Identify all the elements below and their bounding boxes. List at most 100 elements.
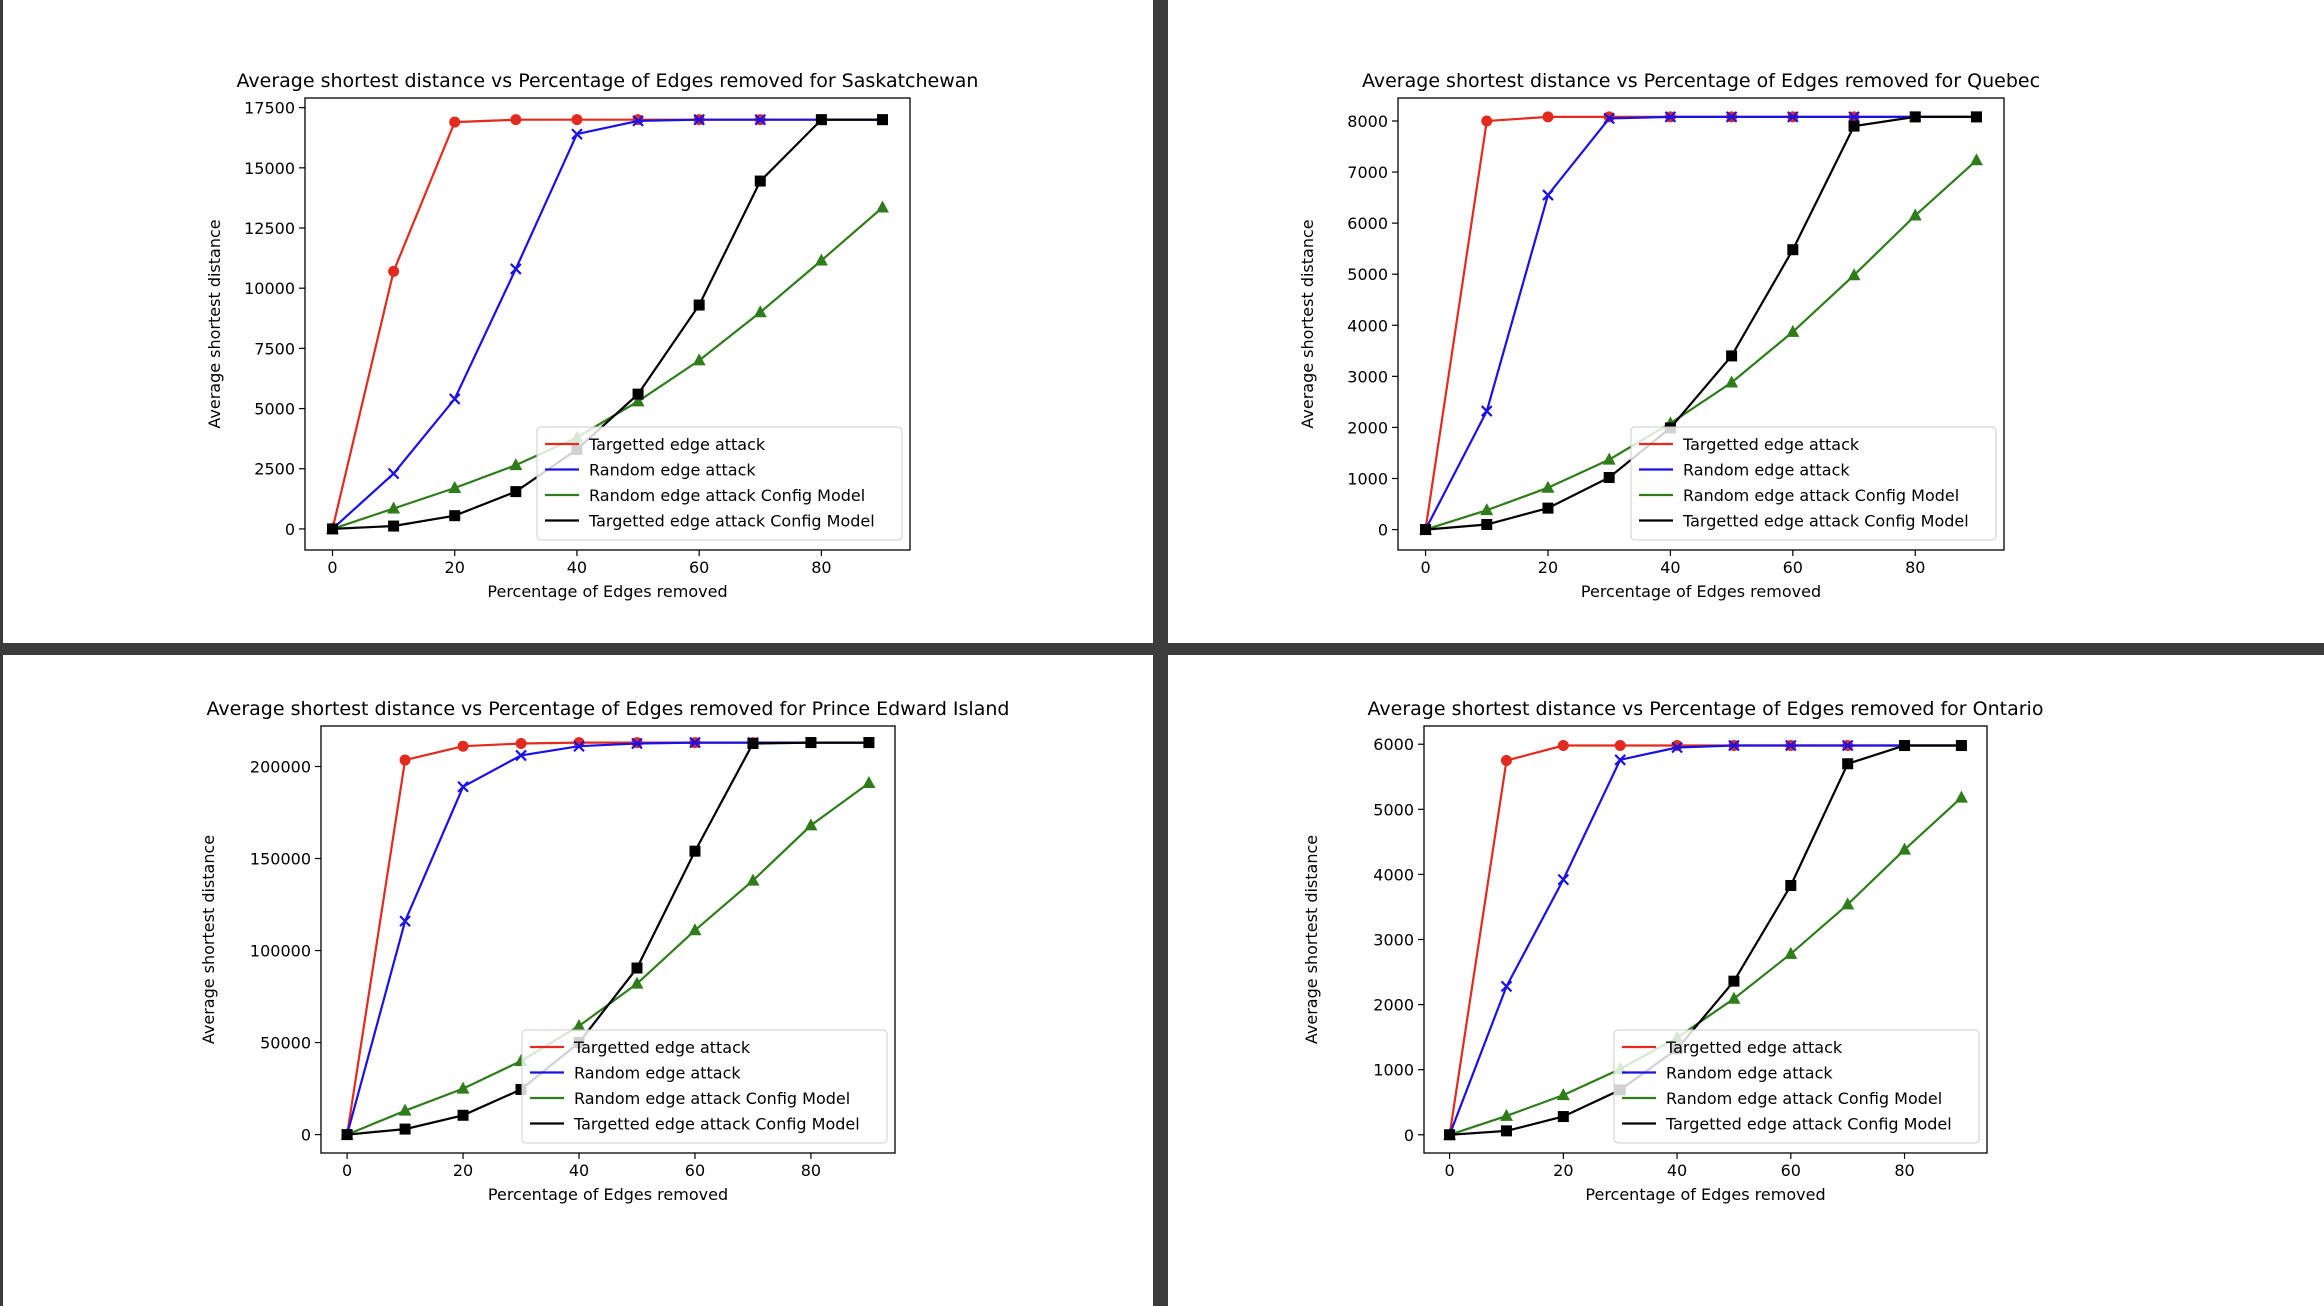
data-point (1664, 111, 1677, 123)
data-point (1785, 879, 1797, 891)
data-point (1969, 153, 1983, 166)
y-tick-label: 6000 (1373, 735, 1414, 754)
chart-title: Average shortest distance vs Percentage … (1368, 698, 2044, 720)
series-2 (1419, 153, 1983, 535)
data-point (689, 736, 701, 749)
x-tick-label: 60 (1783, 558, 1803, 577)
data-point (399, 1123, 411, 1135)
x-tick-label: 0 (342, 1161, 352, 1180)
data-point (1614, 754, 1626, 766)
y-tick-label: 7500 (254, 339, 295, 358)
y-tick-label: 5000 (1347, 265, 1388, 284)
data-point (448, 481, 462, 494)
series-line (1425, 115, 1977, 531)
data-point (1480, 503, 1494, 516)
data-point (1557, 873, 1570, 886)
y-tick-label: 12500 (244, 219, 295, 238)
x-axis-label: Percentage of Edges removed (1585, 1185, 1825, 1204)
legend-label: Random edge attack (589, 461, 756, 480)
data-point (876, 200, 889, 213)
x-tick-label: 80 (1905, 558, 1925, 577)
legend-label: Targetted edge attack (1665, 1038, 1843, 1057)
x-tick-label: 20 (445, 558, 465, 577)
data-point (510, 263, 522, 275)
data-point (753, 305, 767, 318)
data-point (814, 253, 828, 266)
data-point (341, 1129, 353, 1141)
y-tick-label: 0 (1378, 521, 1388, 540)
data-point (1955, 740, 1967, 752)
chart-0: Average shortest distance vs Percentage … (205, 70, 978, 601)
chart-2: Average shortest distance vs Percentage … (199, 698, 1009, 1204)
legend-label: Targetted edge attack Config Model (1665, 1115, 1952, 1134)
y-tick-label: 17500 (244, 99, 295, 118)
plot-frame (1423, 725, 1988, 1154)
series-3 (341, 737, 875, 1141)
x-tick-label: 0 (327, 558, 337, 577)
data-point (1556, 1088, 1570, 1101)
y-axis-label: Average shortest distance (199, 835, 218, 1044)
data-point (1671, 741, 1683, 754)
x-tick-label: 40 (567, 558, 587, 577)
data-point (631, 737, 643, 750)
series-line (1449, 796, 1963, 1136)
chart-title: Average shortest distance vs Percentage … (207, 698, 1010, 720)
y-tick-label: 2500 (254, 460, 295, 479)
legend: Targetted edge attack Random edge attack R… (1613, 1029, 1980, 1144)
data-point (1500, 1125, 1512, 1137)
y-tick-label: 2000 (1347, 418, 1388, 437)
plot-frame (1397, 97, 2005, 551)
data-point (1842, 758, 1854, 770)
data-point (1557, 740, 1569, 752)
y-tick-label: 1000 (1373, 1061, 1414, 1080)
data-point (815, 114, 827, 126)
legend-label: Random edge attack Config Model (1666, 1089, 1942, 1108)
x-axis-label: Percentage of Edges removed (1581, 582, 1821, 601)
data-point (1847, 268, 1861, 281)
y-tick-label: 10000 (244, 279, 295, 298)
y-axis-label: Average shortest distance (205, 219, 224, 428)
data-point (1500, 754, 1512, 766)
data-point (754, 175, 766, 187)
data-point (1784, 946, 1798, 959)
data-point (1898, 842, 1912, 855)
x-tick-label: 0 (1420, 558, 1430, 577)
data-point (1480, 405, 1493, 417)
data-point (1787, 244, 1799, 256)
y-tick-label: 15000 (244, 159, 295, 178)
series-line (332, 118, 883, 530)
data-point (863, 737, 875, 749)
data-point (449, 510, 461, 522)
legend-label: Random edge attack Config Model (1683, 486, 1959, 505)
data-point (1420, 524, 1432, 536)
data-point (457, 740, 469, 752)
data-point (1499, 1108, 1513, 1121)
series-line (346, 741, 869, 1136)
plot-frame (304, 97, 911, 551)
data-point (1786, 324, 1800, 337)
x-tick-label: 80 (801, 1161, 821, 1180)
data-point (1602, 452, 1616, 465)
x-tick-label: 40 (569, 1161, 589, 1180)
series-3 (1420, 111, 1982, 536)
series-line (1425, 159, 1978, 531)
y-axis-label: Average shortest distance (1298, 219, 1317, 428)
data-point (1787, 111, 1799, 123)
data-point (571, 128, 583, 140)
y-tick-label: 3000 (1373, 931, 1414, 950)
x-tick-label: 60 (1781, 1161, 1801, 1180)
data-point (689, 845, 701, 857)
data-point (399, 915, 411, 927)
data-point (1542, 502, 1554, 514)
data-point (631, 962, 643, 974)
data-point (515, 749, 527, 762)
data-point (631, 394, 645, 407)
data-point (1728, 739, 1740, 752)
y-tick-label: 4000 (1347, 316, 1388, 335)
legend-box (1630, 426, 1997, 541)
data-point (456, 1081, 470, 1094)
data-point (457, 1109, 469, 1121)
data-point (573, 740, 585, 753)
legend-label: Targetted edge attack Config Model (1682, 512, 1969, 531)
